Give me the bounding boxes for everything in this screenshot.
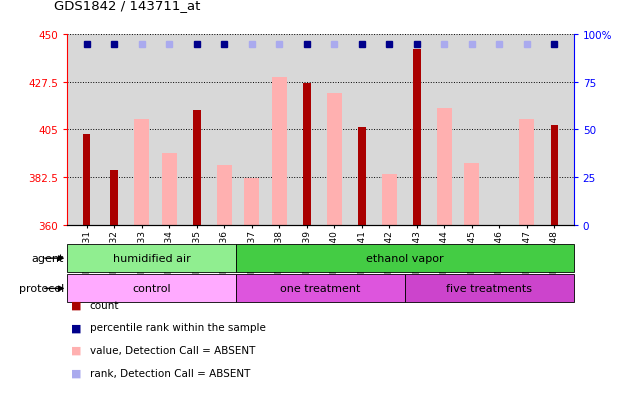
Text: five treatments: five treatments	[446, 284, 532, 294]
Bar	[83, 134, 90, 225]
Bar	[358, 128, 365, 225]
Text: protocol: protocol	[19, 284, 64, 294]
Bar	[217, 166, 232, 225]
Bar	[437, 109, 452, 225]
Text: ■: ■	[71, 300, 81, 310]
Bar	[193, 111, 201, 225]
Text: percentile rank within the sample: percentile rank within the sample	[90, 323, 265, 332]
Bar	[327, 94, 342, 225]
Text: GDS1842 / 143711_at: GDS1842 / 143711_at	[54, 0, 201, 12]
Bar	[519, 119, 535, 225]
Bar	[134, 119, 149, 225]
Text: count: count	[90, 300, 119, 310]
Bar	[244, 179, 259, 225]
Bar	[110, 170, 118, 225]
Bar	[551, 126, 558, 225]
Text: ■: ■	[71, 368, 81, 378]
Bar	[67, 244, 236, 273]
Text: control: control	[133, 284, 171, 294]
Bar	[464, 164, 479, 225]
Text: ■: ■	[71, 345, 81, 355]
Bar	[162, 153, 177, 225]
Text: value, Detection Call = ABSENT: value, Detection Call = ABSENT	[90, 345, 255, 355]
Text: one treatment: one treatment	[280, 284, 361, 294]
Text: ■: ■	[71, 323, 81, 332]
Text: ethanol vapor: ethanol vapor	[366, 254, 444, 263]
Bar	[236, 244, 574, 273]
Bar	[405, 275, 574, 303]
Bar	[303, 84, 311, 225]
Text: rank, Detection Call = ABSENT: rank, Detection Call = ABSENT	[90, 368, 250, 378]
Bar	[382, 174, 397, 225]
Bar	[67, 275, 236, 303]
Text: humidified air: humidified air	[113, 254, 190, 263]
Bar	[413, 50, 420, 225]
Text: agent: agent	[31, 254, 64, 263]
Bar	[236, 275, 405, 303]
Bar	[272, 77, 287, 225]
